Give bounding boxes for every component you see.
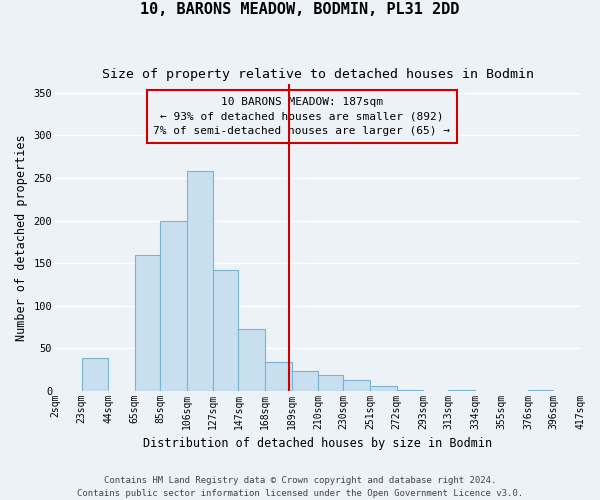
- Bar: [160, 220, 187, 390]
- Bar: [318, 376, 343, 390]
- Bar: [292, 371, 318, 390]
- Bar: [238, 330, 265, 390]
- Bar: [343, 380, 370, 390]
- Bar: [213, 270, 238, 390]
- X-axis label: Distribution of detached houses by size in Bodmin: Distribution of detached houses by size …: [143, 437, 492, 450]
- Bar: [187, 171, 213, 390]
- Text: 10, BARONS MEADOW, BODMIN, PL31 2DD: 10, BARONS MEADOW, BODMIN, PL31 2DD: [140, 2, 460, 18]
- Title: Size of property relative to detached houses in Bodmin: Size of property relative to detached ho…: [101, 68, 533, 80]
- Y-axis label: Number of detached properties: Number of detached properties: [15, 134, 28, 341]
- Bar: [135, 254, 160, 390]
- Bar: [370, 386, 397, 390]
- Bar: [265, 362, 292, 390]
- Text: Contains HM Land Registry data © Crown copyright and database right 2024.
Contai: Contains HM Land Registry data © Crown c…: [77, 476, 523, 498]
- Bar: [82, 358, 108, 390]
- Text: 10 BARONS MEADOW: 187sqm
← 93% of detached houses are smaller (892)
7% of semi-d: 10 BARONS MEADOW: 187sqm ← 93% of detach…: [153, 96, 450, 136]
